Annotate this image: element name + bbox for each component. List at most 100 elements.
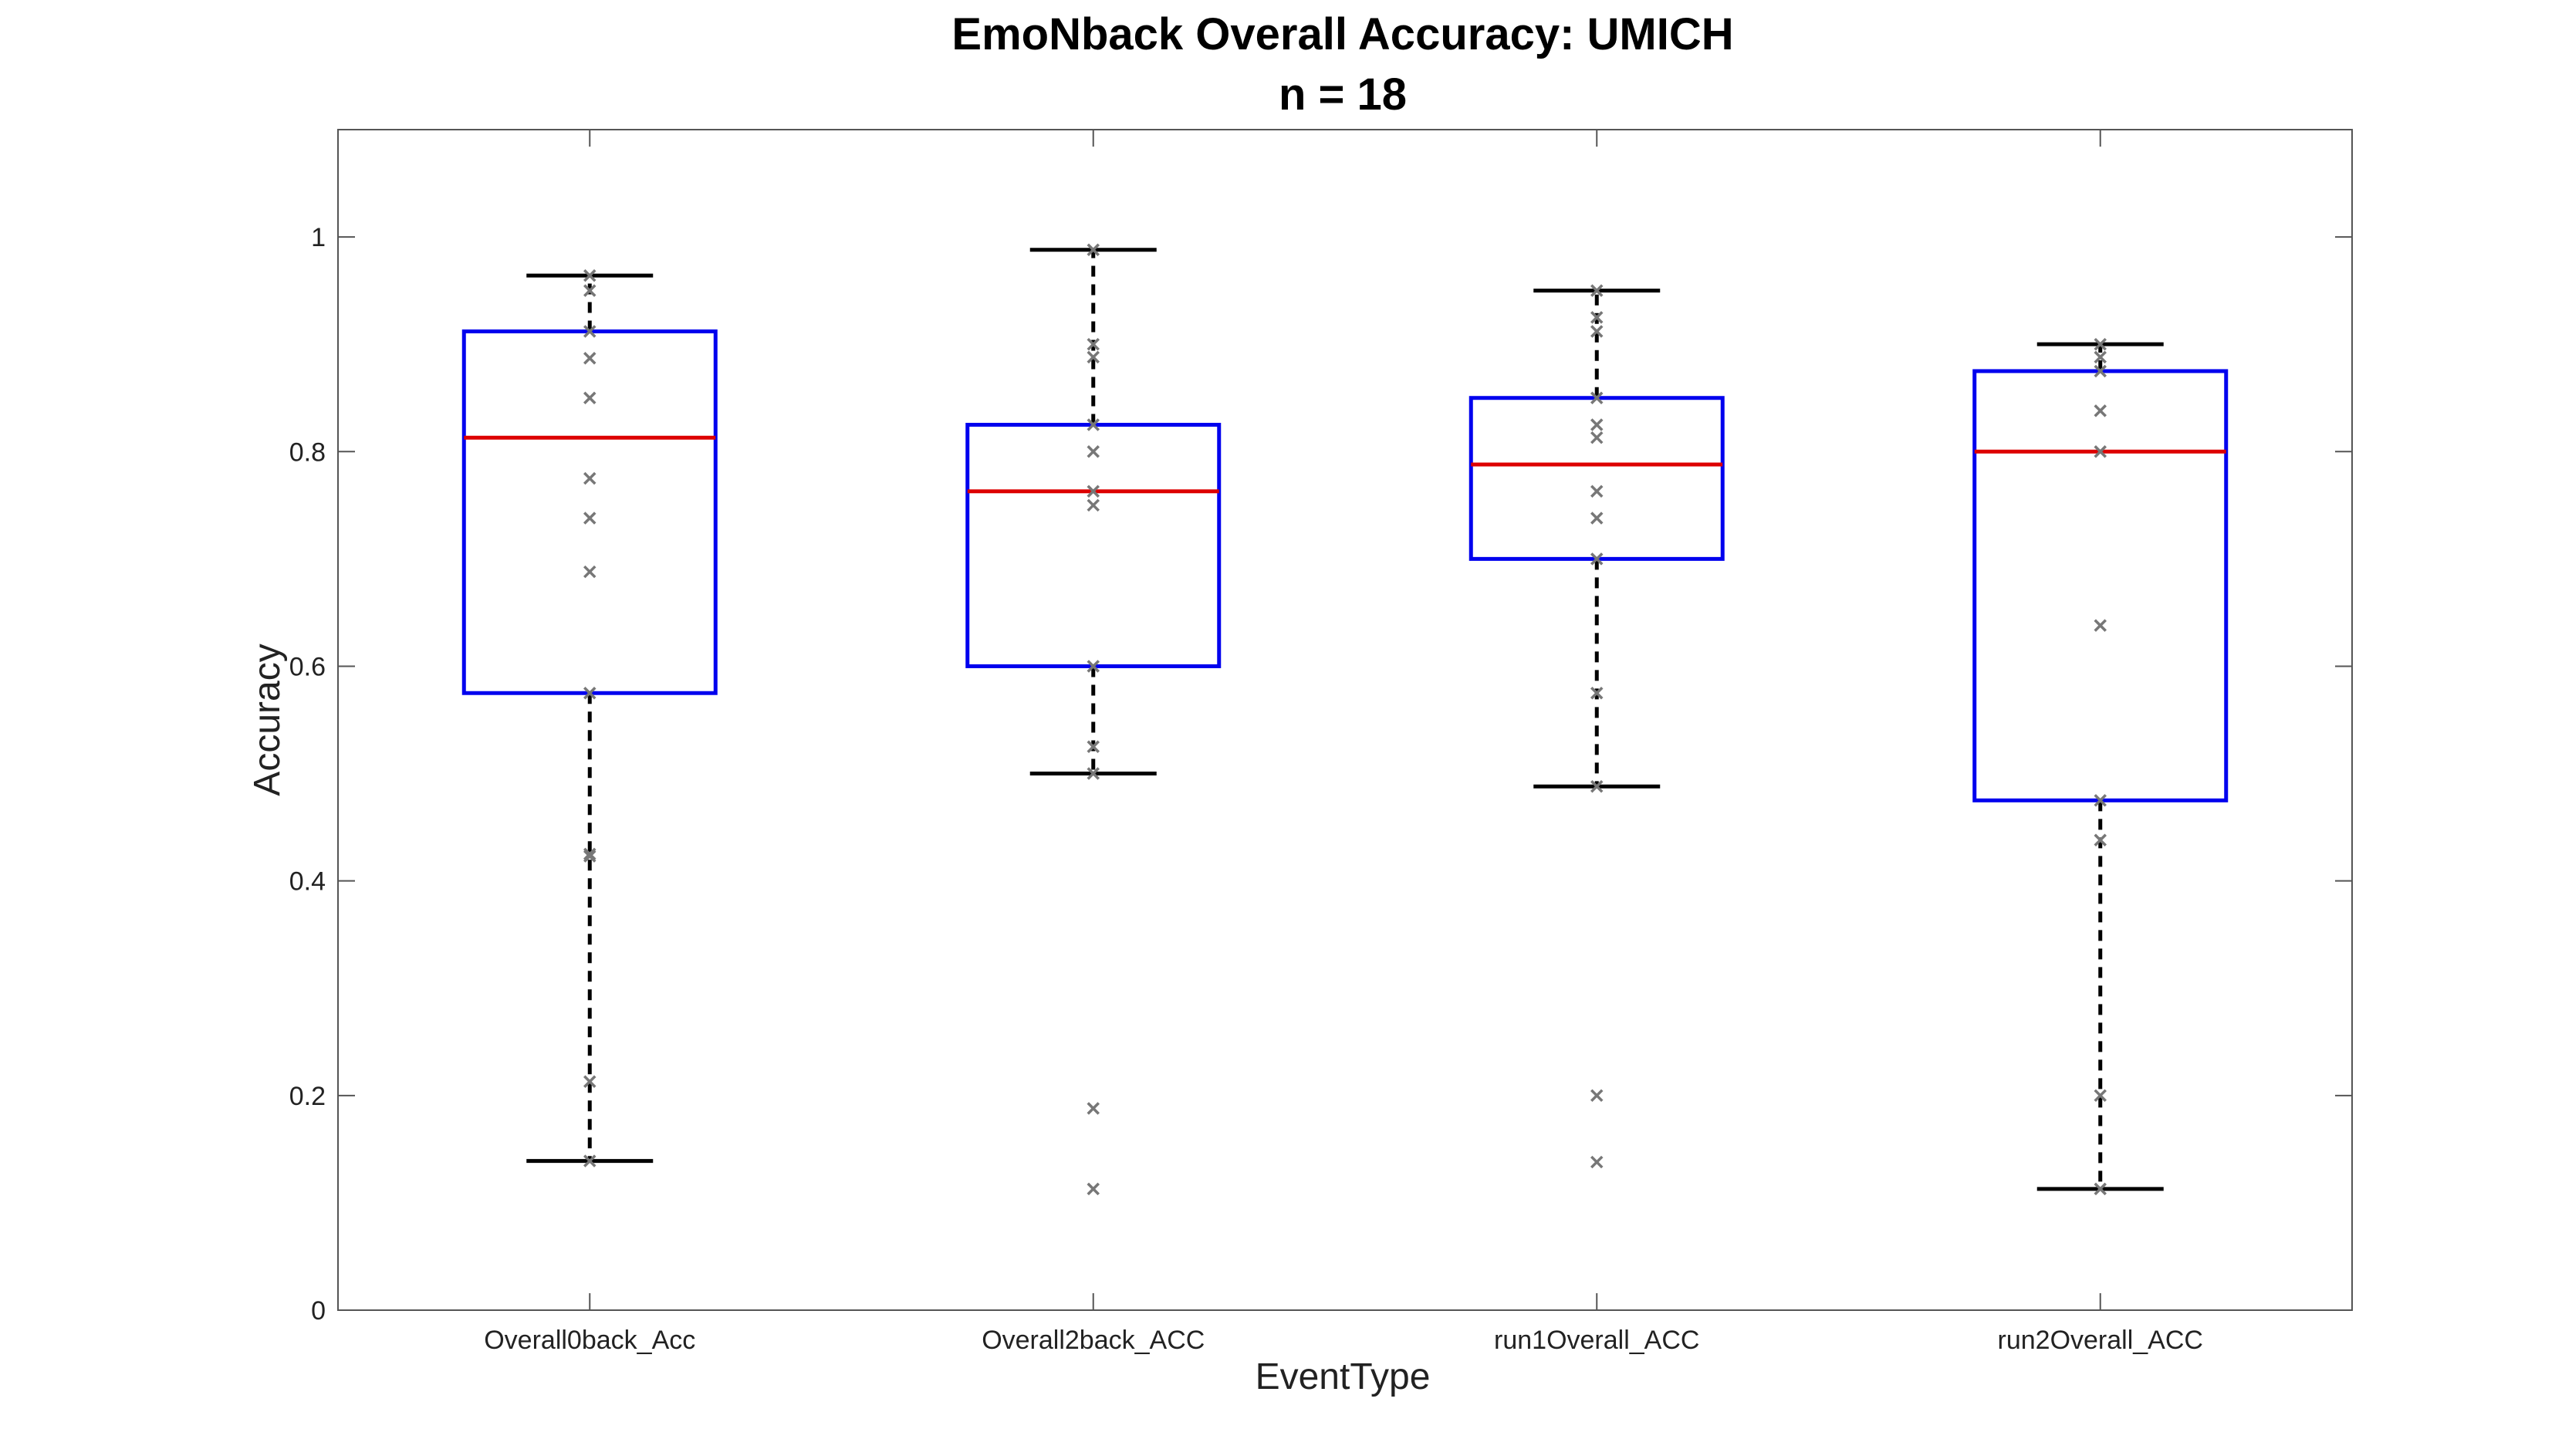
data-point [1087,243,1100,257]
data-point [583,565,597,579]
data-point [583,850,597,863]
data-point-stroke [2094,1182,2107,1196]
data-point [583,325,597,338]
y-tick-label: 0.8 [289,437,326,467]
data-point-stroke [583,391,597,404]
data-point [583,284,597,297]
data-point [2094,619,2107,632]
data-point-stroke [1087,767,1100,780]
data-point [2094,794,2107,807]
y-tick-label: 0.4 [289,867,326,897]
data-point-stroke [2094,404,2107,417]
data-point-stroke [1087,1102,1100,1115]
data-point [1590,552,1604,566]
data-point-stroke [1590,284,1604,297]
data-point [1087,1102,1100,1115]
data-point-stroke [1590,311,1604,324]
data-point [1590,311,1604,324]
data-point-stroke [1087,337,1100,351]
data-point [1590,431,1604,444]
data-point-stroke [1590,779,1604,793]
data-point [583,1154,597,1167]
data-point-stroke [1087,445,1100,458]
data-point-stroke [1087,350,1100,364]
x-tick-label: run1Overall_ACC [1494,1326,1699,1355]
data-point [2094,445,2107,458]
data-point [583,471,597,485]
data-point-stroke [1087,660,1100,673]
data-point-stroke [1590,686,1604,700]
data-point [1590,418,1604,431]
x-tick-label: Overall2back_ACC [982,1326,1205,1355]
data-point [1590,325,1604,338]
data-point-stroke [1087,1182,1100,1196]
box-4 [1972,337,2229,1196]
x-tick-label: Overall0back_Acc [484,1326,695,1355]
data-point [1590,512,1604,525]
data-point-stroke [583,269,597,282]
data-point [583,391,597,404]
data-point [1087,445,1100,458]
data-point-stroke [1590,512,1604,525]
data-point-stroke [2094,794,2107,807]
chart-subtitle: n = 18 [1279,69,1407,120]
data-point-stroke [2094,833,2107,847]
data-point-stroke [1590,325,1604,338]
data-point [2094,364,2107,378]
y-axis: 0 0.2 0.4 0.6 0.8 1 [289,223,2352,1326]
data-point-stroke [583,284,597,297]
data-point [2094,350,2107,364]
data-point-stroke [583,471,597,485]
x-tick-label: run2Overall_ACC [1998,1326,2203,1355]
data-point [2094,833,2107,847]
data-point-stroke [2094,619,2107,632]
data-point-stroke [2094,445,2107,458]
data-point-stroke [1590,1155,1604,1169]
data-point-stroke [1590,391,1604,404]
data-point-stroke [583,565,597,579]
box-series [461,243,2229,1196]
y-axis-label: Accuracy [247,644,288,796]
data-point [1087,740,1100,754]
data-point-stroke [583,512,597,525]
data-point [583,1075,597,1088]
data-point-stroke [1590,418,1604,431]
data-point [583,352,597,365]
data-point-stroke [1590,485,1604,498]
data-point-stroke [1590,1089,1604,1103]
data-point-stroke [583,686,597,700]
box-1 [461,269,718,1167]
data-point [1087,498,1100,512]
data-point-stroke [2094,350,2107,364]
box-3 [1469,284,1725,1169]
y-tick-label: 1 [311,223,326,252]
data-point-stroke [2094,337,2107,351]
data-point [1590,284,1604,297]
data-point-stroke [1087,740,1100,754]
data-point-stroke [2094,1089,2107,1103]
data-point [1087,485,1100,498]
data-point [2094,337,2107,351]
data-point [1087,767,1100,780]
data-point [1590,1155,1604,1169]
chart-title: EmoNback Overall Accuracy: UMICH [951,9,1733,59]
data-point [1087,418,1100,431]
data-point-stroke [583,352,597,365]
x-axis: Overall0back_Acc Overall2back_ACC run1Over… [484,130,2203,1355]
data-point-stroke [2094,364,2107,378]
data-point-stroke [583,1075,597,1088]
data-point-stroke [1087,485,1100,498]
data-point [1590,485,1604,498]
data-point [2094,404,2107,417]
data-point-stroke [1087,243,1100,257]
data-point [1087,350,1100,364]
data-point [583,269,597,282]
data-point-stroke [1590,431,1604,444]
plot-area [337,129,2353,1311]
data-point [2094,1089,2107,1103]
data-point-stroke [1087,418,1100,431]
data-point [1087,660,1100,673]
box-2 [965,243,1222,1196]
data-point [1590,391,1604,404]
